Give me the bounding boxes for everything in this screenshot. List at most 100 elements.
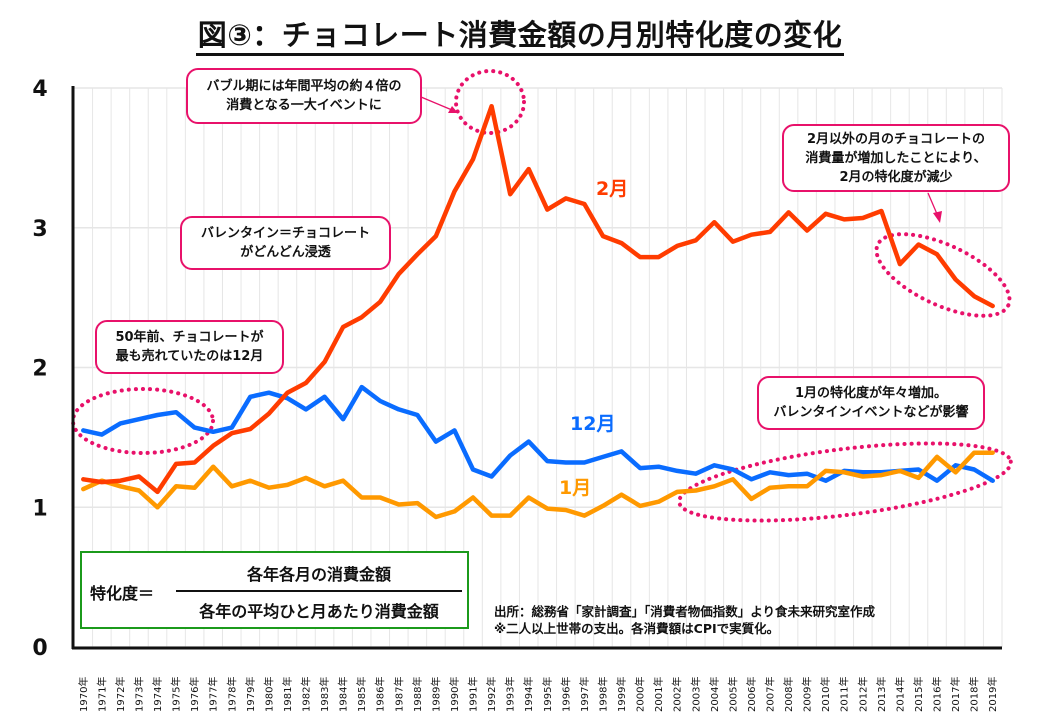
x-tick-label: 2016年 — [931, 677, 944, 712]
series-label-december: 12月 — [570, 413, 615, 435]
x-tick-label: 1994年 — [522, 677, 535, 712]
formula-fraction-bar — [176, 590, 462, 592]
x-tick-label: 1978年 — [225, 677, 238, 712]
annotation-line: バレンタインイベントなどが影響 — [773, 405, 969, 420]
x-tick-label: 1990年 — [448, 677, 461, 712]
x-tick-label: 1991年 — [467, 677, 480, 712]
x-tick-label: 2018年 — [968, 677, 981, 712]
x-tick-label: 2012年 — [856, 677, 869, 712]
x-tick-label: 2010年 — [819, 677, 832, 712]
x-tick-label: 1986年 — [374, 677, 387, 712]
annotation-bubble-era: バブル期には年間平均の約４倍の 消費となる一大イベントに — [186, 68, 422, 124]
formula-numerator: 各年各月の消費金額 — [246, 565, 391, 584]
x-tick-label: 1983年 — [318, 677, 331, 712]
x-tick-label: 1972年 — [114, 677, 127, 712]
x-tick-label: 2014年 — [893, 677, 906, 712]
x-tick-label: 1970年 — [77, 677, 90, 712]
x-tick-label: 1973年 — [132, 677, 145, 712]
y-axis-ticks: 0 1 2 3 4 — [32, 77, 47, 661]
source-note: 出所：総務省「家計調査」「消費者物価指数」より食未来研究室作成 ※二人以上世帯の… — [494, 603, 875, 637]
x-tick-label: 1992年 — [485, 677, 498, 712]
x-tick-label: 2017年 — [949, 677, 962, 712]
series-line-february — [81, 103, 995, 495]
annotation-line: 最も売れていたのは12月 — [115, 349, 264, 364]
x-tick-label: 1974年 — [151, 677, 164, 712]
x-tick-label: 1998年 — [596, 677, 609, 712]
x-tick-label: 2003年 — [689, 677, 702, 712]
y-tick-label: 1 — [32, 496, 47, 521]
annotation-valentine: バレンタイン＝チョコレート がどんどん浸透 — [180, 216, 391, 270]
annotation-line: バブル期には年間平均の約４倍の — [206, 79, 402, 94]
x-tick-label: 1999年 — [615, 677, 628, 712]
x-tick-label: 1997年 — [578, 677, 591, 712]
annotation-line: 消費となる一大イベントに — [226, 98, 382, 113]
x-tick-label: 2004年 — [708, 677, 721, 712]
highlight-ellipse-1970s-december — [71, 387, 215, 455]
chart-title: 図③：チョコレート消費金額の月別特化度の変化 — [0, 12, 1040, 56]
annotation-line: 50年前、チョコレートが — [115, 330, 264, 345]
arrow-bubble-head — [448, 106, 458, 113]
formula-denominator: 各年の平均ひと月あたり消費金額 — [199, 602, 439, 621]
x-tick-label: 1977年 — [207, 677, 220, 712]
annotation-line: 1月の特化度が年々増加。 — [794, 386, 948, 401]
series-lines — [81, 103, 995, 520]
x-tick-label: 1976年 — [188, 677, 201, 712]
x-tick-label: 2015年 — [912, 677, 925, 712]
highlight-ellipse-february-decline — [874, 232, 1012, 318]
source-line-2: ※二人以上世帯の支出。各消費額はCPIで実質化。 — [494, 621, 780, 636]
annotation-arrows — [420, 96, 942, 223]
x-tick-label: 2005年 — [726, 677, 739, 712]
x-tick-label: 2001年 — [652, 677, 665, 712]
annotation-feb-decline: 2月以外の月のチョコレートの 消費量が増加したことにより、 2月の特化度が減少 — [782, 124, 1010, 192]
x-tick-label: 2013年 — [875, 677, 888, 712]
formula-lhs: 特化度＝ — [90, 584, 155, 603]
y-tick-label: 2 — [32, 357, 47, 382]
source-line-1: 出所：総務省「家計調査」「消費者物価指数」より食未来研究室作成 — [494, 604, 876, 619]
y-tick-label: 4 — [32, 77, 47, 102]
axes — [71, 86, 1002, 650]
arrow-feb-head — [933, 211, 942, 223]
arrow-bubble-line — [420, 96, 453, 111]
x-tick-label: 2002年 — [671, 677, 684, 712]
formula-box: 特化度＝ 各年各月の消費金額 各年の平均ひと月あたり消費金額 — [80, 551, 469, 629]
chart-title-text: 図③：チョコレート消費金額の月別特化度の変化 — [195, 18, 845, 56]
highlight-ellipse-1992-peak — [454, 69, 526, 135]
x-tick-label: 1981年 — [281, 677, 294, 712]
annotation-jan-increase: 1月の特化度が年々増加。 バレンタインイベントなどが影響 — [757, 376, 985, 430]
highlight-ellipses — [71, 69, 1013, 523]
arrow-feb-line — [927, 192, 938, 215]
x-tick-label: 1985年 — [355, 677, 368, 712]
annotation-line: バレンタイン＝チョコレート — [200, 226, 370, 241]
series-label-january: 1月 — [559, 477, 591, 499]
x-tick-label: 1988年 — [411, 677, 424, 712]
x-tick-label: 2019年 — [986, 677, 999, 712]
annotation-line: がどんどん浸透 — [240, 245, 331, 260]
x-tick-label: 1984年 — [337, 677, 350, 712]
x-tick-label: 2011年 — [838, 677, 851, 712]
x-tick-label: 1989年 — [429, 677, 442, 712]
x-tick-label: 2006年 — [745, 677, 758, 712]
y-tick-label: 3 — [32, 217, 47, 242]
x-tick-label: 1975年 — [170, 677, 183, 712]
x-tick-label: 1982年 — [300, 677, 313, 712]
series-labels: 2月 12月 1月 — [559, 178, 628, 499]
x-tick-label: 1993年 — [504, 677, 517, 712]
series-label-february: 2月 — [596, 178, 628, 200]
x-tick-label: 1996年 — [559, 677, 572, 712]
x-tick-label: 1980年 — [262, 677, 275, 712]
x-tick-label: 1971年 — [95, 677, 108, 712]
highlight-ellipse-january-rise — [677, 441, 1013, 523]
x-tick-label: 2000年 — [634, 677, 647, 712]
x-tick-label: 1979年 — [244, 677, 257, 712]
y-tick-label: 0 — [32, 636, 47, 661]
x-tick-label: 1987年 — [392, 677, 405, 712]
x-tick-label: 2009年 — [801, 677, 814, 712]
x-tick-label: 1995年 — [541, 677, 554, 712]
x-axis-ticks: 1970年 1971年 1972年 1973年 1974年 1975年 1976年 1977年… — [77, 677, 999, 712]
series-line-january — [81, 450, 995, 520]
annotation-line: 消費量が増加したことにより、 — [805, 150, 987, 166]
annotation-line: 2月以外の月のチョコレートの — [806, 131, 986, 147]
annotation-fifty-years-ago: 50年前、チョコレートが 最も売れていたのは12月 — [95, 320, 284, 374]
annotation-line: 2月の特化度が減少 — [839, 169, 953, 185]
x-tick-label: 2008年 — [782, 677, 795, 712]
